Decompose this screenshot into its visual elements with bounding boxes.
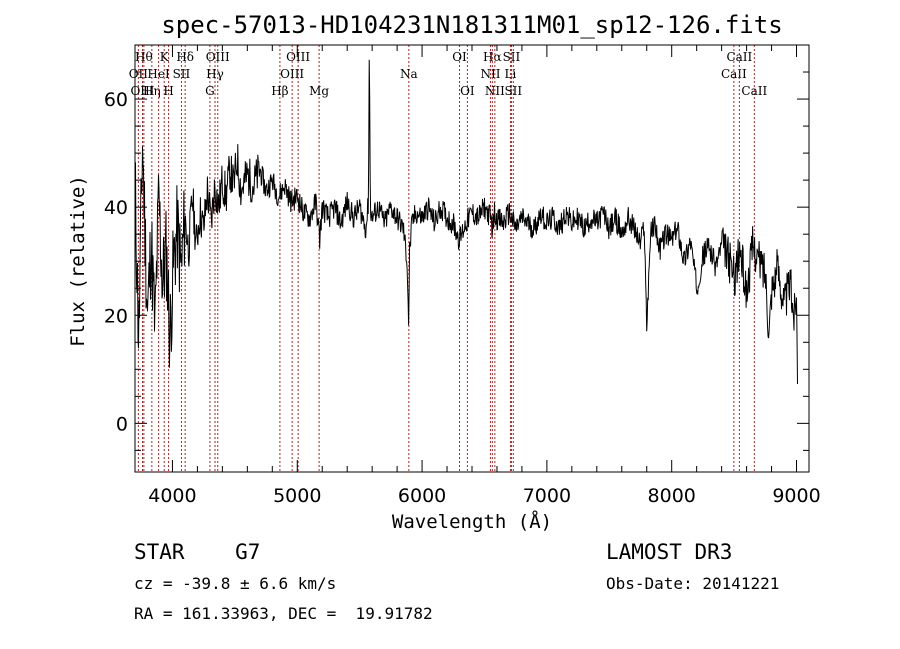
- line-marker-label: Hη: [143, 84, 161, 98]
- line-marker-label: NII: [480, 67, 500, 81]
- line-marker-label: Hβ: [271, 84, 288, 98]
- line-markers: OIIOIIIHθHηHeIKHSIIHδGHγOIIIHβOIIIOIIIMg…: [129, 45, 767, 472]
- line-marker-label: OI: [452, 50, 467, 64]
- line-marker-label: G: [205, 84, 215, 98]
- y-tick-label: 20: [104, 305, 128, 327]
- axes: 4000 5000 6000 7000 8000 9000 0 20 40 60: [104, 44, 821, 507]
- obs-date: Obs-Date: 20141221: [606, 574, 780, 593]
- plot-frame: [134, 44, 810, 473]
- line-marker-label: SII: [504, 84, 522, 98]
- x-tick-label: 6000: [398, 485, 446, 507]
- x-tick-label: 9000: [772, 485, 820, 507]
- line-marker-label: OI: [460, 84, 475, 98]
- spectrum-series: [134, 59, 798, 385]
- line-marker-label: NII: [485, 84, 505, 98]
- line-marker-label: Hγ: [206, 67, 224, 81]
- line-marker-label: Mg: [309, 84, 329, 98]
- line-marker-label: OII: [129, 67, 149, 81]
- line-marker-label: Na: [400, 67, 418, 81]
- line-marker-label: CaII: [741, 84, 767, 98]
- line-marker-label: H: [163, 84, 173, 98]
- x-tick-label: 7000: [523, 485, 571, 507]
- line-marker-label: SII: [173, 67, 191, 81]
- x-axis-label: Wavelength (Å): [392, 510, 552, 533]
- survey-name: LAMOST DR3: [606, 540, 733, 564]
- line-marker-label: OIII: [130, 84, 154, 98]
- x-tick-label: 8000: [648, 485, 696, 507]
- line-marker-label: HeI: [147, 67, 170, 81]
- line-marker-label: CaII: [721, 67, 747, 81]
- line-marker-label: SII: [503, 50, 521, 64]
- x-tick-label: 5000: [273, 485, 321, 507]
- flux-line: [134, 59, 798, 385]
- y-tick-label: 40: [104, 197, 128, 219]
- y-axis-label: Flux (relative): [67, 175, 89, 347]
- line-marker-label: Li: [505, 67, 517, 81]
- line-marker-label: CaII: [726, 50, 752, 64]
- line-marker-label: OIII: [286, 50, 310, 64]
- line-marker-label: Hα: [483, 50, 502, 64]
- redshift-cz: cz = -39.8 ± 6.6 km/s: [134, 574, 337, 593]
- y-tick-label: 60: [104, 89, 128, 111]
- object-class: STAR G7: [134, 540, 261, 564]
- line-marker-label: OIII: [280, 67, 304, 81]
- line-marker-label: Hθ: [135, 50, 153, 64]
- chart-title: spec-57013-HD104231N181311M01_sp12-126.f…: [161, 11, 782, 39]
- line-marker-label: OIII: [206, 50, 230, 64]
- y-tick-label: 0: [116, 413, 128, 435]
- line-marker-label: K: [160, 50, 170, 64]
- x-tick-label: 4000: [148, 485, 196, 507]
- line-marker-label: Hδ: [176, 50, 194, 64]
- coordinates: RA = 161.33963, DEC = 19.91782: [134, 604, 433, 623]
